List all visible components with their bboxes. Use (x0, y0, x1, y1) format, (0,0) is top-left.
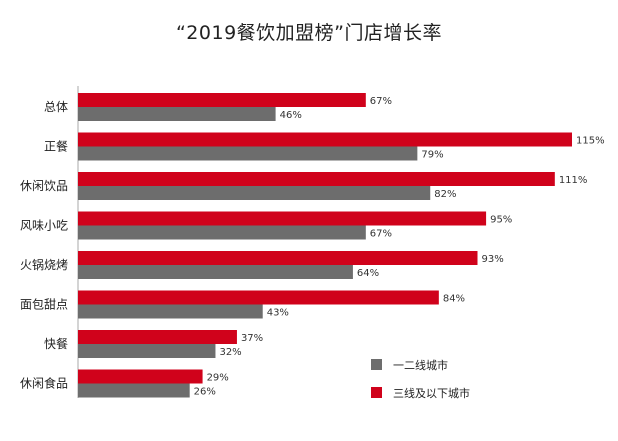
legend-swatch (371, 387, 382, 398)
value-label: 64% (357, 268, 379, 279)
bar (78, 132, 572, 147)
category-label: 火锅烧烤 (20, 257, 68, 272)
value-label: 111% (559, 175, 588, 186)
value-label: 46% (280, 110, 302, 121)
value-label: 115% (576, 136, 605, 147)
bar (78, 186, 431, 200)
bars-group: 总体 67% 46% 正餐 115% 79% 休闲饮品 111% 82% 风味小吃 95% 67% 火锅… (20, 93, 605, 398)
bar (78, 107, 276, 121)
value-label: 37% (241, 333, 263, 344)
value-label: 67% (370, 96, 392, 107)
category-label: 总体 (44, 100, 68, 114)
bar (78, 330, 237, 344)
category-label: 快餐 (44, 336, 68, 351)
bar (78, 251, 478, 265)
value-label: 93% (481, 254, 503, 265)
category-label: 面包甜点 (20, 298, 68, 312)
value-label: 95% (490, 215, 512, 226)
category-label: 休闲饮品 (20, 179, 68, 193)
bar (78, 225, 366, 240)
bar (78, 290, 439, 305)
category-label: 休闲食品 (20, 376, 68, 391)
bar (78, 265, 353, 279)
bar (78, 369, 203, 384)
value-label: 82% (434, 189, 456, 200)
category-label: 风味小吃 (20, 219, 68, 233)
bar (78, 172, 555, 186)
value-label: 26% (194, 387, 216, 398)
value-label: 84% (443, 294, 465, 305)
value-label: 67% (370, 229, 392, 240)
bar (78, 383, 190, 398)
bar (78, 146, 418, 161)
legend-label: 三线及以下城市 (393, 386, 470, 400)
value-label: 29% (207, 373, 229, 384)
legend-swatch (371, 359, 382, 370)
bar (78, 211, 487, 226)
value-label: 43% (267, 308, 289, 319)
legend-label: 一二线城市 (393, 358, 448, 372)
value-label: 79% (421, 150, 443, 161)
bar (78, 304, 263, 319)
value-label: 32% (219, 347, 241, 358)
chart-title: “2019餐饮加盟榜”门店增长率 (175, 22, 443, 44)
category-label: 正餐 (44, 139, 68, 154)
bar (78, 93, 366, 107)
bar (78, 344, 216, 358)
